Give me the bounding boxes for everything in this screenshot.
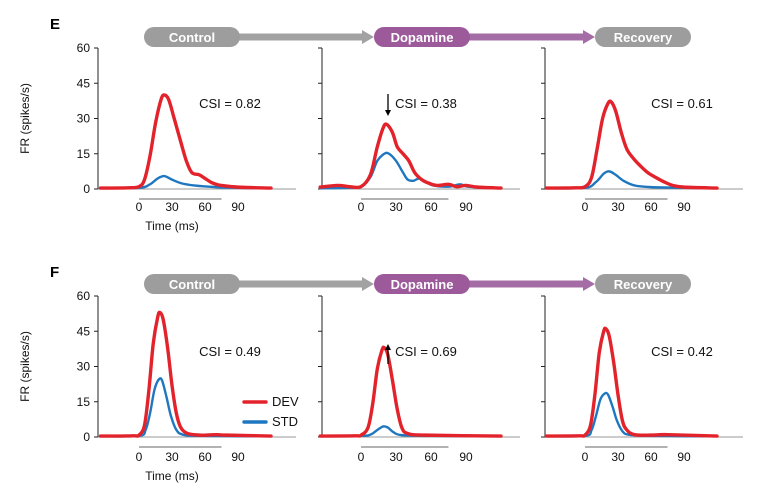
chart-f-dopamine: 0 30 60 90 CSI = 0.69 [318,295,520,464]
stage-header: Control Dopamine Recovery [144,274,691,294]
series-line-std [99,174,273,190]
chart-e-recovery: 0 30 60 90 CSI = 0.61 [541,47,743,214]
series-line-dev [544,99,719,190]
stage-arrow-shaft [238,33,364,41]
stage-pill-shape [144,27,240,47]
csi-annotation: CSI = 0.38 [395,96,457,111]
stage-pill-label: Recovery [614,30,673,45]
x-tick-label: 60 [644,200,658,214]
stage-pill-shape [374,274,470,294]
panel-row-e: E Control Dopamine Recovery FR (spikes/s) 0 15… [18,16,743,233]
chart-f-recovery: 0 30 60 90 CSI = 0.42 [541,295,743,464]
csi-annotation: CSI = 0.69 [395,344,457,359]
csi-annotation: CSI = 0.42 [651,344,713,359]
y-tick-label: 0 [83,430,90,444]
stage-pill-label: Control [169,277,215,292]
x-tick-label: 60 [198,450,212,464]
x-axis-label: Time (ms) [145,469,199,483]
stage-pill-label: Recovery [614,277,673,292]
x-tick-label: 90 [459,450,473,464]
csi-annotation: CSI = 0.49 [199,344,261,359]
legend: DEV STD [242,394,299,429]
stage-arrow-head [362,30,374,44]
series-line-std [545,170,719,190]
stage-arrow-shaft [468,33,585,41]
x-tick-label: 0 [136,450,143,464]
x-tick-label: 60 [198,200,212,214]
series-line-dev [318,122,503,190]
stage-pill-shape [374,27,470,47]
chart-e-control: 0 15 30 45 60 0 30 60 90 Time (ms) CSI = 0.82 [77,41,296,233]
stage-pill-control: Control [144,274,240,294]
stage-arrow-head [362,277,374,291]
legend-label-dev: DEV [272,394,299,409]
panel-row-f: F Control Dopamine Recovery FR (spikes/s) 0 15… [18,264,743,483]
y-tick-label: 30 [77,360,91,374]
y-tick-label: 15 [77,395,91,409]
stage-pill-label: Dopamine [391,30,454,45]
x-tick-label: 60 [644,450,658,464]
x-tick-label: 30 [611,450,625,464]
x-tick-label: 0 [358,450,365,464]
y-axis-label: FR (spikes/s) [18,331,32,402]
series-line-dev [98,93,273,190]
series-line-dev [98,310,273,438]
y-tick-label: 45 [77,76,91,90]
x-tick-label: 0 [582,200,589,214]
stage-pill-recovery: Recovery [595,27,691,47]
x-tick-label: 30 [389,450,403,464]
stage-arrow-shaft [468,280,585,288]
decrease-arrow-head-icon [385,110,391,116]
panel-letter: F [50,264,59,281]
y-tick-label: 60 [77,41,91,55]
series-line-std [318,151,503,190]
stage-pill-shape [595,274,691,294]
panel-letter: E [50,16,60,33]
stage-arrow-shaft [238,280,364,288]
stage-pill-label: Dopamine [391,277,454,292]
x-tick-label: 0 [582,450,589,464]
legend-label-std: STD [272,414,298,429]
x-tick-label: 90 [231,450,245,464]
stage-pill-label: Control [169,30,215,45]
x-tick-label: 90 [677,200,691,214]
stage-arrow-head [583,277,595,291]
x-tick-label: 0 [136,200,143,214]
x-tick-label: 60 [424,450,438,464]
series-line-std [545,391,719,438]
stage-pill-shape [595,27,691,47]
y-tick-label: 30 [77,112,91,126]
x-tick-label: 30 [165,450,179,464]
series-line-std [99,377,273,438]
stage-pill-recovery: Recovery [595,274,691,294]
x-tick-label: 90 [231,200,245,214]
stage-pill-shape [144,274,240,294]
x-tick-label: 60 [424,200,438,214]
x-tick-label: 90 [677,450,691,464]
x-tick-label: 0 [358,200,365,214]
x-axis-label: Time (ms) [145,219,199,233]
csi-annotation: CSI = 0.61 [651,96,713,111]
y-axis-label: FR (spikes/s) [18,83,32,154]
stage-pill-control: Control [144,27,240,47]
y-tick-label: 15 [77,147,91,161]
series-line-dev [318,345,503,438]
x-tick-label: 30 [389,200,403,214]
y-tick-label: 45 [77,324,91,338]
chart-f-control: 0 15 30 45 60 0 30 60 90 Time (ms) CSI = 0.49 [77,289,296,483]
stage-pill-dopamine: Dopamine [374,27,470,47]
csi-annotation: CSI = 0.82 [199,96,261,111]
chart-e-dopamine: 0 30 60 90 CSI = 0.38 [318,47,520,214]
x-tick-label: 90 [459,200,473,214]
stage-header: Control Dopamine Recovery [144,27,691,47]
y-tick-label: 0 [83,182,90,196]
stage-arrow-head [583,30,595,44]
series-line-dev [544,326,719,438]
x-tick-label: 30 [611,200,625,214]
x-tick-label: 30 [165,200,179,214]
increase-arrow-head-icon [385,344,391,350]
stage-pill-dopamine: Dopamine [374,274,470,294]
y-tick-label: 60 [77,289,91,303]
